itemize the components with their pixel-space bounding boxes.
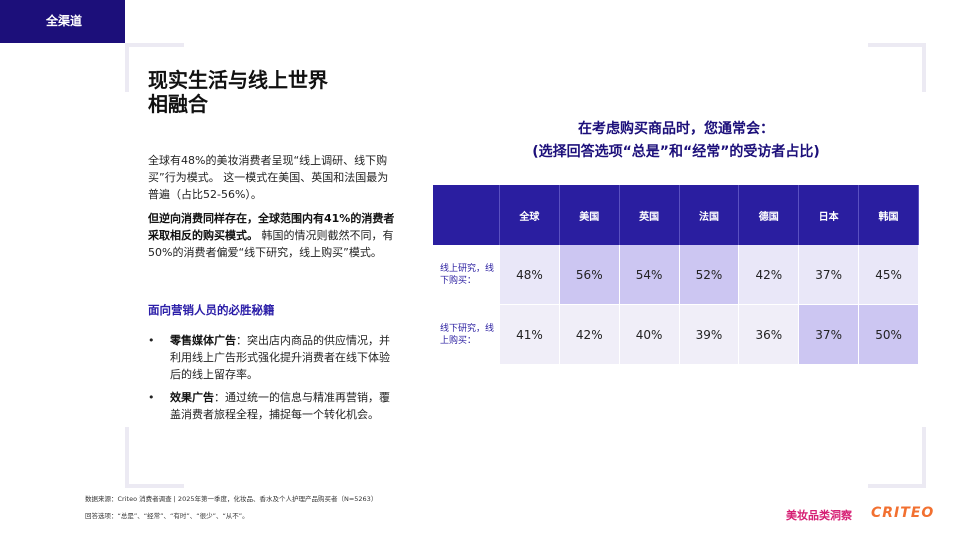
row-label: 线下研究，线上购买： — [433, 304, 500, 364]
section-tag: 全渠道 — [0, 0, 125, 43]
page-title-line-1: 现实生活与线上世界 — [148, 68, 328, 92]
criteo-logo: CRITEO — [871, 505, 935, 521]
brand-category-label: 美妆品类洞察 — [786, 509, 852, 522]
frame-corner-top-left — [125, 43, 184, 92]
frame-corner-top-right — [868, 43, 926, 92]
marketer-tips-heading: 面向营销人员的必胜秘籍 — [148, 303, 275, 317]
bullet-marker: • — [148, 391, 155, 404]
table-subtitle: (选择回答选项“总是”和“经常”的受访者占比) — [532, 144, 820, 160]
column-header-us: 美国 — [559, 185, 620, 245]
bullet-marker: • — [148, 334, 155, 347]
tip-text: ：通过统一的信息与精准再营销，覆盖消费者旅程全程，捕捉每一个转化机会。 — [170, 391, 390, 421]
table-row: 线下研究，线上购买： 41% 42% 40% 39% 36% 37% 50% — [433, 304, 919, 364]
tip-item-performance: • 效果广告：通过统一的信息与精准再营销，覆盖消费者旅程全程，捕捉每一个转化机会… — [148, 389, 398, 423]
table-cell-highlighted: 54% — [619, 245, 680, 305]
tip-title: 零售媒体广告 — [170, 334, 236, 347]
table-cell: 37% — [798, 245, 860, 305]
answer-options-footnote: 回答选项：“总是”、“经常”、“有时”、“很少”、“从不”。 — [85, 512, 249, 520]
table-cell: 40% — [619, 304, 680, 364]
table-cell-highlighted: 50% — [858, 304, 919, 364]
frame-corner-bottom-left — [125, 427, 184, 488]
reverse-paragraph-bold: 但逆向消费同样存在，全球范围内有41%的消费者采取相反的购买模式。 — [148, 212, 395, 242]
tips-list: • 零售媒体广告：突出店内商品的供应情况，并利用线上广告形式强化提升消费者在线下… — [148, 332, 398, 429]
page-title-line-2: 相融合 — [148, 92, 208, 116]
table-cell: 41% — [499, 304, 560, 364]
table-cell-highlighted: 52% — [679, 245, 740, 305]
table-cell: 45% — [858, 245, 919, 305]
table-header-row: 全球 美国 英国 法国 德国 日本 韩国 — [433, 185, 919, 245]
column-header-global: 全球 — [499, 185, 560, 245]
column-header-france: 法国 — [679, 185, 740, 245]
column-header-germany: 德国 — [738, 185, 800, 245]
table-cell: 48% — [499, 245, 560, 305]
frame-corner-bottom-right — [868, 427, 926, 488]
table-cell: 39% — [679, 304, 740, 364]
header-empty-cell — [433, 185, 500, 245]
page-title: 现实生活与线上世界 相融合 — [148, 68, 328, 116]
table-title: 在考虑购买商品时，您通常会： — [578, 121, 774, 137]
table-row: 线上研究，线下购买： 48% 56% 54% 52% 42% 37% 45% — [433, 245, 919, 305]
table-cell-highlighted: 56% — [559, 245, 620, 305]
column-header-uk: 英国 — [619, 185, 680, 245]
tip-text: ：突出店内商品的供应情况，并利用线上广告形式强化提升消费者在线下体验后的线上留存… — [170, 334, 390, 381]
table-cell: 42% — [738, 245, 800, 305]
reverse-paragraph-rest: 韩国的情况则截然不同，有50%的消费者偏爱“线下研究，线上购买”模式。 — [148, 229, 394, 259]
table-cell-highlighted: 37% — [798, 304, 860, 364]
tip-title: 效果广告 — [170, 391, 214, 404]
table-cell: 36% — [738, 304, 800, 364]
tip-item-retail-media: • 零售媒体广告：突出店内商品的供应情况，并利用线上广告形式强化提升消费者在线下… — [148, 332, 398, 383]
column-header-japan: 日本 — [798, 185, 860, 245]
source-footnote: 数据来源：Criteo 消费者调查 | 2025年第一季度，化妆品、香水及个人护… — [85, 495, 378, 503]
table-cell: 42% — [559, 304, 620, 364]
intro-paragraph: 全球有48%的美妆消费者呈现“线上调研、线下购买”行为模式。 这一模式在美国、英… — [148, 154, 389, 201]
column-header-korea: 韩国 — [858, 185, 919, 245]
survey-table: 全球 美国 英国 法国 德国 日本 韩国 线上研究，线下购买： 48% 56% … — [433, 185, 919, 364]
row-label: 线上研究，线下购买： — [433, 245, 500, 305]
reverse-paragraph: 但逆向消费同样存在，全球范围内有41%的消费者采取相反的购买模式。 韩国的情况则… — [148, 210, 398, 261]
